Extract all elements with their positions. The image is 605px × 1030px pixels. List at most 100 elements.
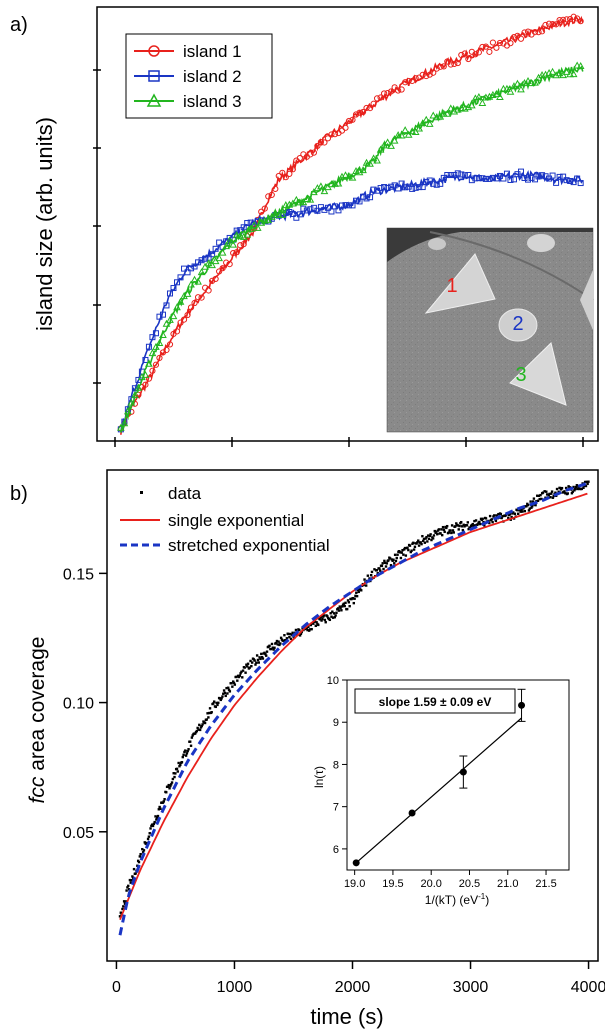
series-island-1-marker (279, 169, 286, 176)
series-island-1-marker (356, 109, 363, 116)
data-point (141, 851, 145, 854)
data-point (257, 661, 260, 664)
series-island-1-marker (289, 166, 296, 173)
data-point (206, 712, 209, 715)
data-point (308, 628, 312, 631)
data-point (425, 535, 428, 539)
series-island-1-marker (381, 90, 388, 97)
data-point (550, 492, 553, 495)
panel-b-legend: data single exponential stretched expone… (120, 484, 330, 555)
series-island-2-marker (300, 205, 307, 212)
series-island-2-marker (426, 177, 433, 184)
series-island-3-marker (341, 171, 350, 179)
series-island-2-marker (149, 334, 156, 341)
data-point (151, 824, 155, 828)
panel-a-x-ticks (114, 437, 584, 447)
series-island-3-marker (162, 319, 171, 327)
series-island-2-marker (163, 302, 170, 309)
data-point (136, 859, 140, 863)
data-point (261, 657, 265, 660)
series-island-3-marker (236, 231, 245, 239)
data-point (407, 548, 410, 552)
series-island-1-marker (359, 108, 367, 116)
inset-y-tick-label: 7 (333, 802, 339, 814)
data-point (345, 607, 349, 611)
inset-y-tick-label: 6 (333, 844, 339, 856)
series-island-2-marker (244, 220, 251, 227)
stm-image-dark-edge (387, 228, 593, 262)
series-island-2-marker (331, 203, 338, 210)
data-point (336, 607, 340, 610)
series-island-2-marker (489, 174, 496, 181)
data-point (210, 711, 213, 714)
data-point (347, 601, 351, 604)
data-point (554, 491, 557, 494)
series-island-1-marker (184, 311, 191, 319)
series-island-1-marker (191, 299, 198, 307)
panel-b-series (118, 480, 590, 936)
series-island-2-marker (307, 206, 314, 213)
series-island-1-marker (489, 39, 497, 46)
series-island-2-marker (535, 173, 542, 180)
series-island-1-marker (180, 316, 188, 323)
data-point (575, 484, 579, 487)
data-point (226, 692, 229, 695)
series-island-2-marker (181, 265, 188, 272)
data-point (268, 644, 271, 647)
series-island-1-marker (423, 72, 430, 80)
data-point (153, 820, 156, 824)
inset-y-tick-label: 9 (333, 717, 339, 729)
series-island-3-marker (446, 104, 455, 112)
series-island-3-marker (355, 168, 364, 176)
data-point (388, 557, 392, 560)
data-point (508, 513, 512, 516)
data-point (387, 559, 390, 562)
series-island-1-marker (268, 191, 275, 198)
data-point (163, 798, 166, 801)
inset-x-tick-label: 21.5 (535, 878, 556, 890)
data-point (585, 480, 588, 484)
series-island-2-marker (212, 245, 219, 252)
series-island-2-marker (402, 184, 409, 191)
data-point (148, 832, 151, 835)
series-island-1-marker (212, 275, 219, 283)
series-island-1-marker (475, 49, 482, 56)
data-point (237, 675, 241, 679)
series-island-3-marker (555, 69, 564, 77)
data-point (195, 729, 199, 733)
data-point (460, 520, 463, 524)
inset-data-point (459, 768, 467, 776)
data-point (132, 867, 136, 871)
data-point (348, 604, 351, 608)
data-point (232, 681, 236, 685)
data-point (294, 628, 298, 632)
series-island-1-marker (517, 35, 525, 42)
inset-x-label-sup: -1 (478, 892, 486, 901)
panel-a-y-ticks (93, 69, 101, 384)
series-island-1-marker (177, 319, 184, 326)
series-island-1-marker (216, 268, 223, 275)
data-point (331, 610, 334, 613)
series-island-3-marker (229, 240, 238, 248)
series-island-1-marker (296, 154, 303, 162)
data-point (495, 514, 498, 517)
series-island-2-marker (159, 311, 166, 318)
inset-data (352, 688, 526, 867)
data-point (240, 670, 243, 673)
data-point (527, 509, 531, 512)
data-point (199, 726, 203, 729)
stm-label-3: 3 (515, 364, 526, 386)
data-point (491, 521, 494, 524)
data-point (212, 702, 215, 705)
data-point (472, 524, 475, 528)
series-island-2-marker (468, 177, 475, 184)
data-point (152, 822, 156, 826)
data-point (291, 631, 294, 634)
series-island-3-marker (183, 289, 192, 297)
data-point (260, 652, 263, 656)
data-point (529, 500, 532, 503)
data-point (373, 568, 376, 571)
data-point (343, 604, 346, 608)
data-point (445, 524, 449, 528)
